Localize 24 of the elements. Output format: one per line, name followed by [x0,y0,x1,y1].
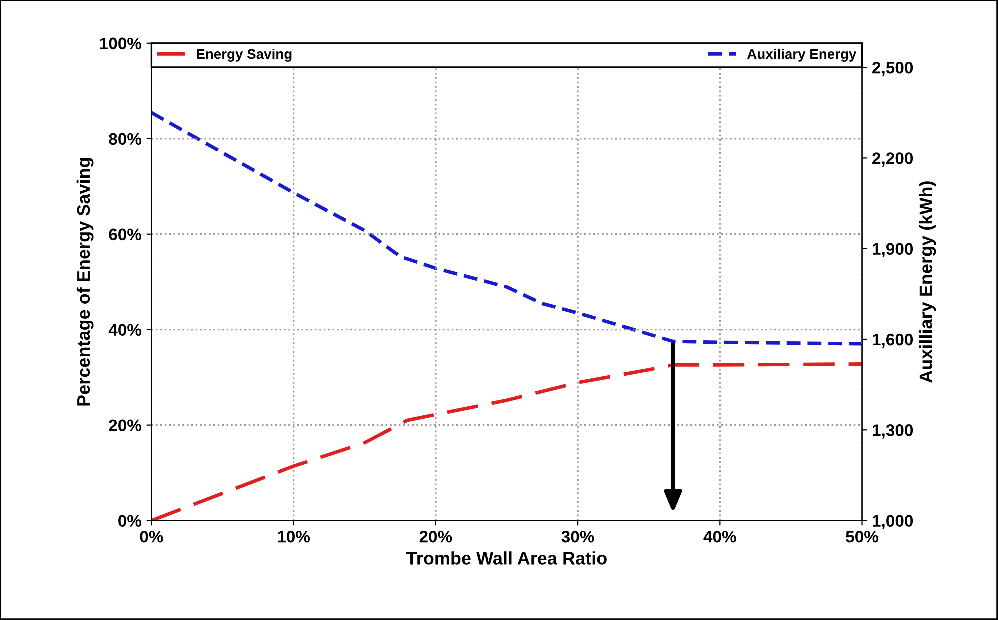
x-tick-label: 40% [704,530,736,543]
x-tick-label: 50% [846,530,879,543]
y-tick-label: 60% [109,228,142,241]
x-tick-label: 30% [562,530,594,543]
y2-tick-label: 1,300 [873,424,914,439]
y2-tick-label: 1,900 [873,243,914,258]
y2-axis-title: Auxilliary Energy (kWh) [919,182,936,383]
y-tick-label: 100% [100,38,142,50]
x-tick-label: 0% [140,530,164,543]
line-series [152,111,862,346]
y-axis-title: Percentage of Energy Saving [76,158,94,406]
y-tick-label: 20% [109,420,142,432]
x-tick-label: 20% [420,530,452,543]
legend-label: Energy Saving [197,48,292,62]
y2-tick-label: 2,200 [872,152,914,167]
y-tick-label: 40% [108,324,142,336]
y2-tick-label: 1,000 [873,515,914,530]
y-tick-label: 0% [118,515,142,528]
y2-tick-label: 1,600 [873,334,914,348]
legend-label: Auxiliary Energy [747,48,857,62]
y2-tick-label: 2,500 [872,62,914,76]
y-tick-label: 80% [109,133,142,146]
x-axis-title: Trombe Wall Area Ratio [406,552,607,565]
x-tick-label: 10% [278,530,310,543]
